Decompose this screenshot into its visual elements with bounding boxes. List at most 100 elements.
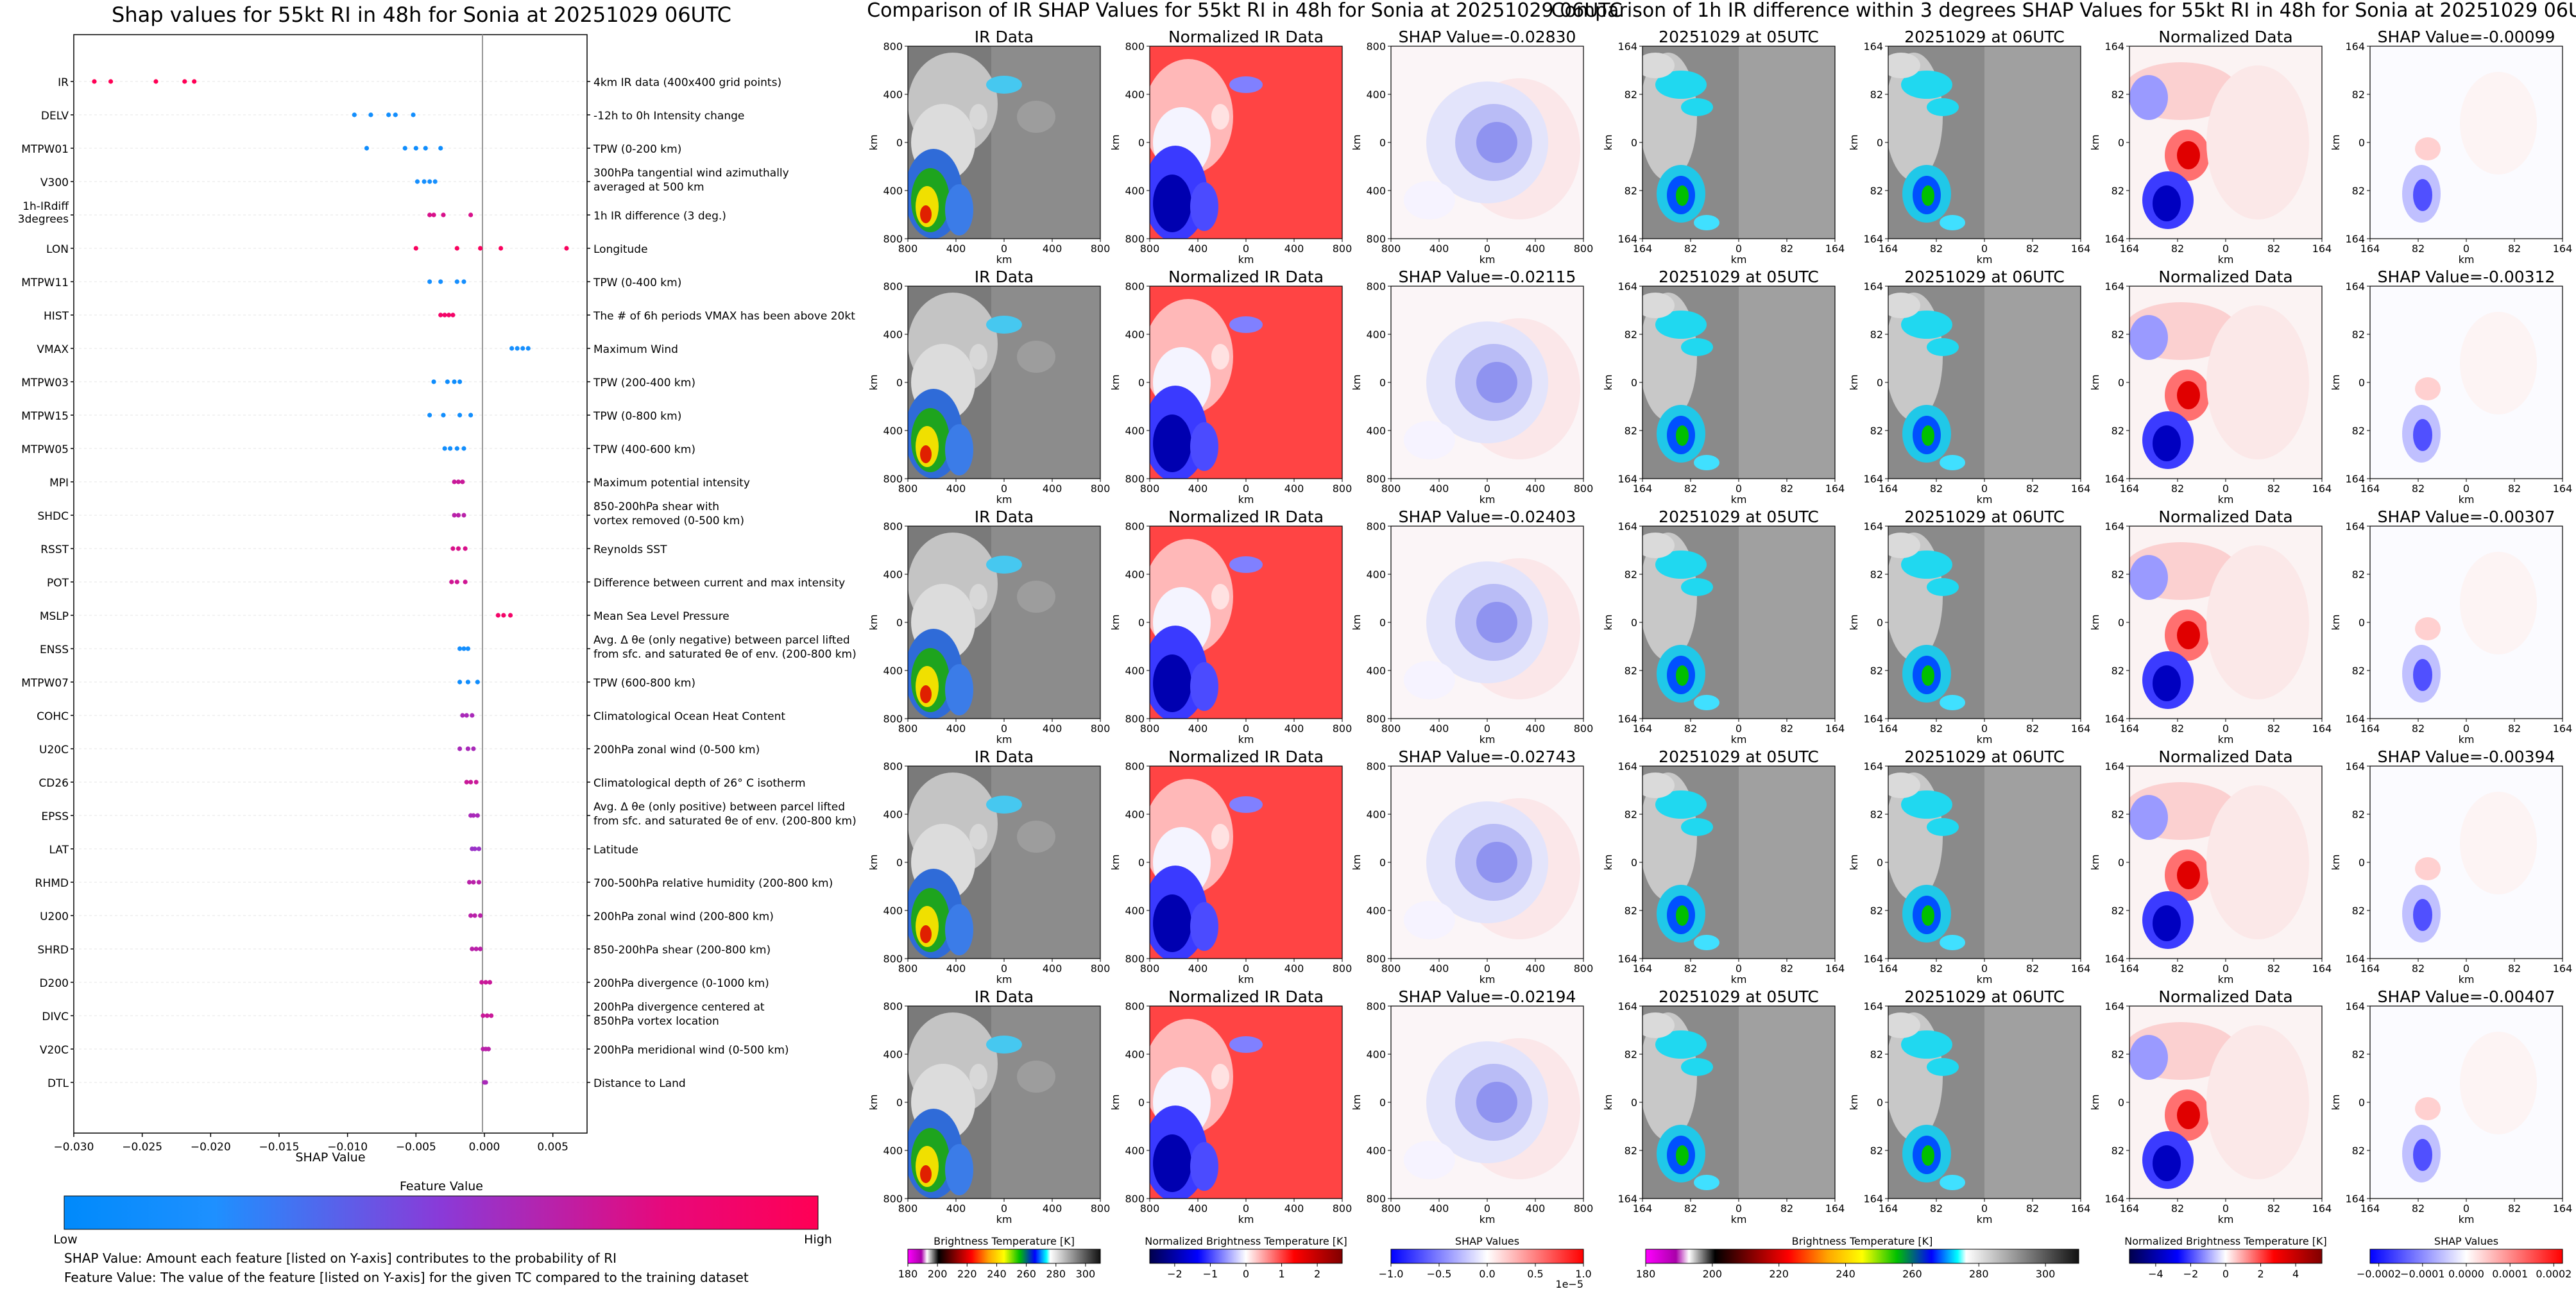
y-tick-label: 82 [1870, 665, 1883, 677]
shap-point [501, 613, 506, 618]
x-tick-label: 0 [2222, 243, 2229, 255]
y-tick-label: 82 [1625, 185, 1637, 197]
feature-description: 850hPa vortex location [593, 1015, 719, 1028]
x-tick-label: 164 [1879, 962, 1898, 975]
y-tick-label: 400 [1366, 185, 1386, 197]
colorbar-tick: 240 [1836, 1268, 1855, 1280]
x-axis-label: km [1238, 1213, 1254, 1225]
x-tick-label: 0 [1981, 1202, 1988, 1215]
x-tick-label: 0 [1001, 1202, 1007, 1215]
shap-point [471, 746, 476, 751]
feature-description: Maximum Wind [593, 343, 678, 356]
x-tick-label: 82 [2412, 482, 2425, 495]
feature-description: Mean Sea Level Pressure [593, 610, 729, 623]
shap-point [457, 746, 463, 751]
y-tick-label: 800 [883, 760, 903, 773]
shap-point [468, 212, 473, 218]
x-tick-label: 0 [1736, 1202, 1742, 1215]
y-tick-label: 0 [896, 857, 903, 869]
feature-row: D200 200hPa divergence (0-1000 km) [39, 977, 769, 990]
y-tick-label: 800 [1125, 713, 1145, 725]
colorbar-gradient [1149, 1249, 1343, 1264]
y-tick-label: 0 [1138, 137, 1145, 149]
shap-point [470, 713, 475, 718]
panel-title: SHAP Value=-0.00099 [2378, 28, 2555, 46]
panel-title: SHAP Value=-0.00312 [2378, 268, 2555, 286]
x-tick-label: 82 [2267, 722, 2280, 735]
x-axis-label: km [996, 253, 1012, 266]
y-tick-label: 164 [2345, 520, 2365, 533]
y-axis-label: km [1109, 1095, 1122, 1111]
heatmap-image [2129, 525, 2323, 719]
x-tick-label: 164 [2360, 722, 2380, 735]
y-tick-label: 400 [883, 665, 903, 677]
y-tick-label: 400 [1366, 89, 1386, 101]
x-tick-label: 0 [1001, 962, 1007, 975]
feature-name: CD26 [38, 777, 69, 790]
y-tick-label: 82 [2111, 185, 2124, 197]
x-tick-label: 400 [1188, 962, 1208, 975]
y-tick-label: 164 [1617, 280, 1637, 293]
x-tick-label: 400 [1188, 722, 1208, 735]
x-ticks: −0.030 −0.025 −0.020 −0.015 −0.010 −0.005 0.00… [54, 1133, 568, 1154]
feature-description: 1h IR difference (3 deg.) [593, 210, 726, 223]
x-tick-label: 0 [1243, 1202, 1249, 1215]
panel-title: 20251029 at 06UTC [1904, 747, 2065, 766]
y-tick-label: 0 [1631, 617, 1637, 629]
x-tick-label: 800 [1140, 722, 1160, 735]
x-tick-label: 164 [2312, 1202, 2332, 1215]
x-tick-label: 0 [2463, 722, 2469, 735]
colorbar-tick: 2 [1314, 1268, 1320, 1280]
shap-point [463, 546, 468, 551]
feature-description: Avg. Δ θe (only negative) between parcel… [593, 634, 850, 647]
y-tick-label: 82 [1625, 89, 1637, 101]
x-tick-label: 0 [2222, 962, 2229, 975]
x-tick-label: 82 [2267, 482, 2280, 495]
x-tick-label: −0.010 [327, 1141, 368, 1154]
feature-name: HIST [44, 310, 69, 323]
x-tick-label: 800 [1333, 722, 1352, 735]
heatmap-image [907, 286, 1101, 479]
y-tick-label: 400 [1125, 329, 1145, 341]
shap-point [457, 646, 463, 651]
y-tick-label: 164 [2104, 520, 2124, 533]
x-tick-label: 0.005 [537, 1141, 568, 1154]
y-tick-label: 0 [1631, 377, 1637, 389]
colorbar: Normalized Brightness Temperature [K] −4 −… [2124, 1235, 2327, 1280]
shap-point [352, 112, 357, 117]
x-tick-label: 82 [2026, 722, 2039, 735]
x-tick-label: 82 [2508, 243, 2521, 255]
y-tick-label: 82 [1625, 1145, 1637, 1157]
feature-row: V300 300hPa tangential wind azimuthallyav… [40, 167, 789, 194]
shap-point [465, 646, 471, 651]
y-tick-label: 82 [1625, 665, 1637, 677]
shap-point [484, 1013, 490, 1018]
feature-row: SHDC 850-200hPa shear with vortex removed … [37, 500, 744, 527]
x-tick-label: 800 [1574, 962, 1594, 975]
x-tick-label: 164 [1633, 243, 1653, 255]
feature-description: Climatological depth of 26° C isotherm [593, 777, 806, 790]
x-tick-label: 800 [1381, 482, 1401, 495]
shap-point [473, 946, 479, 952]
x-tick-label: 0 [1243, 482, 1249, 495]
y-tick-label: 82 [1870, 185, 1883, 197]
y-tick-label: 164 [1863, 760, 1883, 773]
x-tick-label: 164 [1879, 722, 1898, 735]
panel-title: IR Data [975, 268, 1034, 286]
colorbar-tick: 280 [1046, 1268, 1066, 1280]
heatmap-image [1390, 765, 1584, 959]
y-axis-label: km [867, 375, 880, 391]
x-tick-label: 82 [2412, 1202, 2425, 1215]
colorbar: SHAP Values −0.0002−0.0001 0.0000 0.0001 0.0… [2357, 1235, 2572, 1280]
x-tick-label: 82 [2412, 243, 2425, 255]
feature-description: 200hPa zonal wind (0-500 km) [593, 744, 760, 756]
heatmap-image [1390, 525, 1584, 719]
x-tick-label: 164 [1825, 243, 1845, 255]
feature-row: EPSS Avg. Δ θe (only positive) between pa… [41, 801, 856, 828]
y-tick-label: 164 [1617, 713, 1637, 725]
x-tick-label: 0 [2222, 1202, 2229, 1215]
shap-point [431, 379, 436, 384]
x-tick-label: 800 [1574, 482, 1594, 495]
